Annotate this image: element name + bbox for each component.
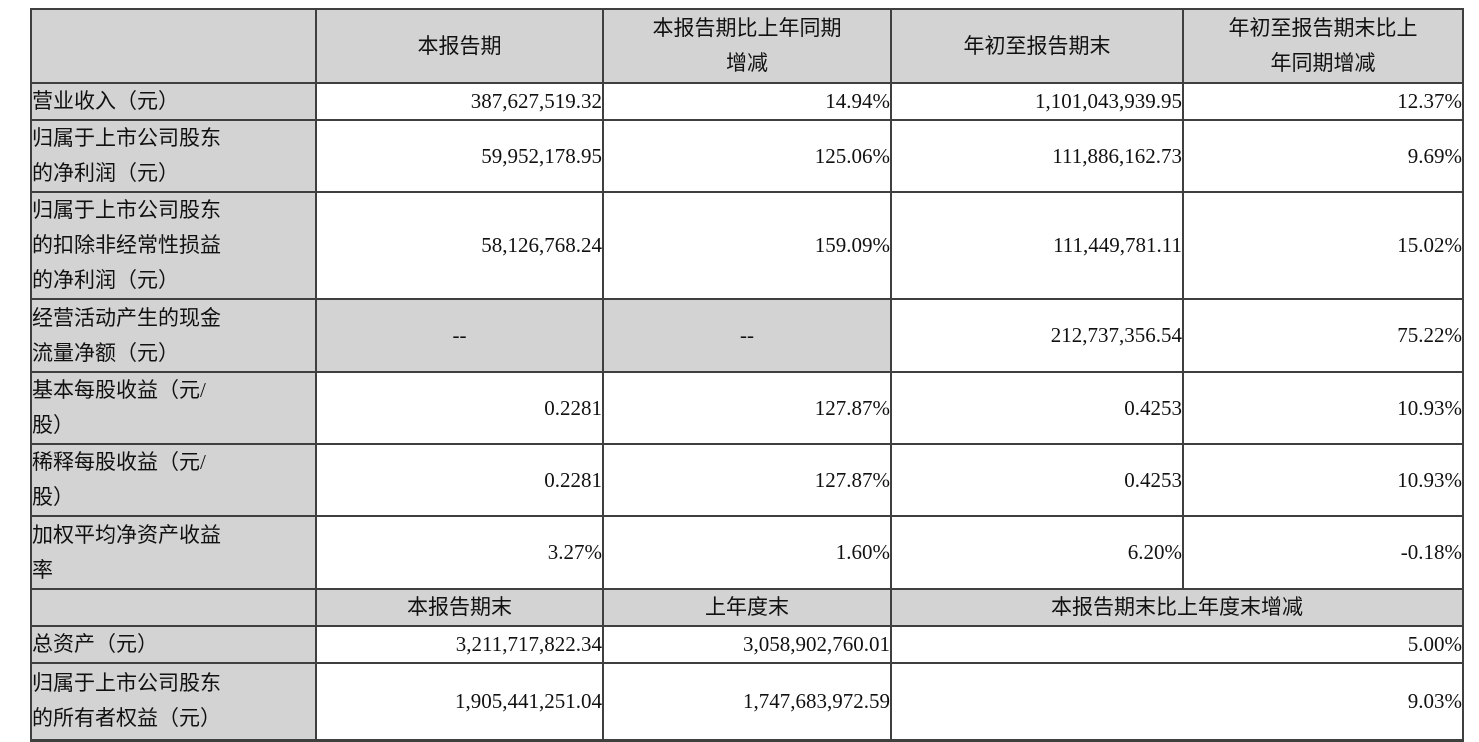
col-header-current-period: 本报告期 [315,8,604,84]
row-label: 加权平均净资产收益 率 [30,515,317,590]
value-cell: 10.93% [1182,443,1464,517]
table-row-operating-cash-flow: 经营活动产生的现金 流量净额（元） -- -- 212,737,356.54 7… [30,298,1464,373]
table-row-weighted-avg-roe: 加权平均净资产收益 率 3.27% 1.60% 6.20% -0.18% [30,515,1464,590]
value-cell: 3,211,717,822.34 [315,625,604,664]
bottom-header-row: 本报告期末 上年度末 本报告期末比上年度末增减 [30,588,1464,627]
row-label: 稀释每股收益（元/ 股） [30,443,317,517]
table-row-net-profit-excl-nonrecurring: 归属于上市公司股东 的扣除非经常性损益 的净利润（元） 58,126,768.2… [30,191,1464,300]
col-header-prev-year-end: 上年度末 [602,588,892,627]
value-cell: 12.37% [1182,82,1464,121]
value-cell-empty: -- [602,298,892,373]
value-cell: 59,952,178.95 [315,119,604,193]
value-cell: 0.4253 [890,371,1184,445]
value-cell: 5.00% [890,625,1464,664]
table-row-owners-equity: 归属于上市公司股东 的所有者权益（元） 1,905,441,251.04 1,7… [30,662,1464,741]
value-cell: 6.20% [890,515,1184,590]
row-label: 总资产（元） [30,625,317,664]
value-cell: 3.27% [315,515,604,590]
value-cell: 75.22% [1182,298,1464,373]
table-row-total-assets: 总资产（元） 3,211,717,822.34 3,058,902,760.01… [30,625,1464,664]
col-header-ytd: 年初至报告期末 [890,8,1184,84]
col-header-ytd-yoy-change: 年初至报告期末比上 年同期增减 [1182,8,1464,84]
value-cell: 1,905,441,251.04 [315,662,604,741]
value-cell: 0.2281 [315,371,604,445]
value-cell: 127.87% [602,371,892,445]
table-row-operating-revenue: 营业收入（元） 387,627,519.32 14.94% 1,101,043,… [30,82,1464,121]
table-row-diluted-eps: 稀释每股收益（元/ 股） 0.2281 127.87% 0.4253 10.93… [30,443,1464,517]
top-header-row: 本报告期 本报告期比上年同期 增减 年初至报告期末 年初至报告期末比上 年同期增… [30,8,1464,84]
value-cell-empty: -- [315,298,604,373]
blank-cell [30,588,317,627]
row-label: 营业收入（元） [30,82,317,121]
value-cell: -0.18% [1182,515,1464,590]
value-cell: 10.93% [1182,371,1464,445]
row-label: 归属于上市公司股东 的净利润（元） [30,119,317,193]
value-cell: 111,886,162.73 [890,119,1184,193]
value-cell: 15.02% [1182,191,1464,300]
value-cell: 58,126,768.24 [315,191,604,300]
value-cell: 159.09% [602,191,892,300]
value-cell: 0.2281 [315,443,604,517]
corner-blank-cell [30,8,317,84]
value-cell: 14.94% [602,82,892,121]
row-label: 经营活动产生的现金 流量净额（元） [30,298,317,373]
table-row-net-profit: 归属于上市公司股东 的净利润（元） 59,952,178.95 125.06% … [30,119,1464,193]
value-cell: 1.60% [602,515,892,590]
row-label: 基本每股收益（元/ 股） [30,371,317,445]
row-label: 归属于上市公司股东 的扣除非经常性损益 的净利润（元） [30,191,317,300]
value-cell: 125.06% [602,119,892,193]
col-header-period-end: 本报告期末 [315,588,604,627]
value-cell: 1,747,683,972.59 [602,662,892,741]
row-label: 归属于上市公司股东 的所有者权益（元） [30,662,317,741]
value-cell: 111,449,781.11 [890,191,1184,300]
value-cell: 127.87% [602,443,892,517]
value-cell: 1,101,043,939.95 [890,82,1184,121]
col-header-period-yoy-change: 本报告期比上年同期 增减 [602,8,892,84]
value-cell: 387,627,519.32 [315,82,604,121]
value-cell: 9.03% [890,662,1464,741]
col-header-period-end-change: 本报告期末比上年度末增减 [890,588,1464,627]
value-cell: 3,058,902,760.01 [602,625,892,664]
table-row-basic-eps: 基本每股收益（元/ 股） 0.2281 127.87% 0.4253 10.93… [30,371,1464,445]
value-cell: 9.69% [1182,119,1464,193]
value-cell: 212,737,356.54 [890,298,1184,373]
financial-summary-table: 本报告期 本报告期比上年同期 增减 年初至报告期末 年初至报告期末比上 年同期增… [30,8,1464,742]
value-cell: 0.4253 [890,443,1184,517]
